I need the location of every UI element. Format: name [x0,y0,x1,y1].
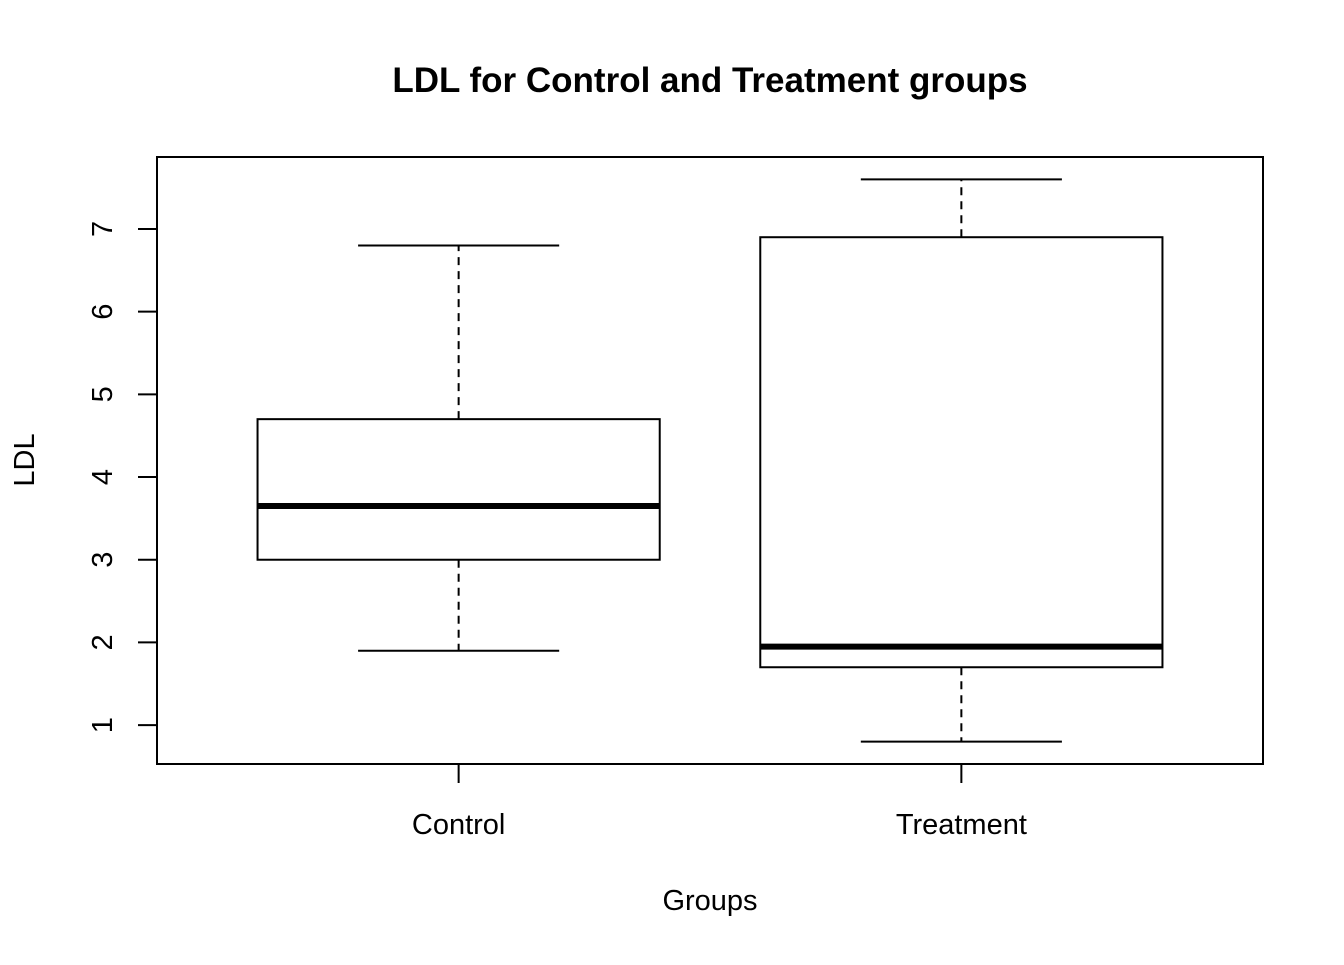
y-axis-title: LDL [9,433,41,486]
y-tick-label: 7 [87,221,119,237]
iqr-box [759,236,1164,669]
y-tick-label: 4 [87,469,119,485]
y-tick-label: 5 [87,386,119,402]
box-treatment [759,178,1164,743]
plot-frame [156,156,1264,765]
x-tick-label: Treatment [896,809,1027,841]
y-tick-label: 1 [87,717,119,733]
y-tick-label: 2 [87,634,119,650]
y-tick-label: 3 [87,552,119,568]
iqr-box [256,418,661,561]
y-axis: 1 2 3 4 5 6 7 [87,221,157,733]
box-control [256,244,661,652]
x-tick-label: Control [412,809,506,841]
x-axis-title: Groups [662,885,757,917]
x-axis: Control Treatment [412,764,1027,841]
y-tick-label: 6 [87,304,119,320]
boxes [256,178,1164,743]
chart-title: LDL for Control and Treatment groups [392,61,1027,100]
